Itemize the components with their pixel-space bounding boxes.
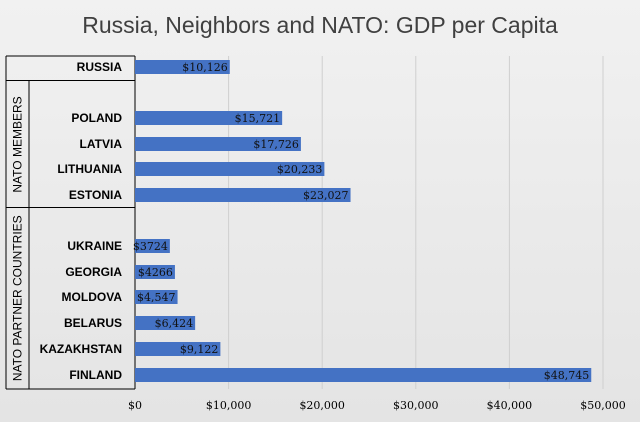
bar [135,162,325,176]
data-label: $48,745 [544,369,590,382]
bars [135,60,592,382]
data-label: $17,726 [253,138,299,151]
category-label: GEORGIA [65,265,122,279]
group-label: NATO MEMBERS [11,96,25,192]
x-tick-label: $10,000 [206,399,252,412]
bar [135,290,178,304]
category-label: ESTONIA [69,188,122,202]
bar [135,188,351,202]
x-tick-label: $30,000 [393,399,439,412]
bar [135,265,175,279]
bar [135,239,170,253]
bar [135,60,230,74]
data-label: $23,027 [303,189,349,202]
category-label: RUSSIA [77,60,123,74]
bar [135,111,283,125]
category-label: POLAND [71,111,122,125]
bar [135,316,196,330]
data-label: $10,126 [182,61,228,74]
category-label: LITHUANIA [57,162,122,176]
category-label: BELARUS [64,316,122,330]
data-label: $4,547 [137,291,176,304]
category-label: UKRAINE [67,239,122,253]
data-label: $3724 [133,240,168,253]
category-frame [5,55,136,390]
data-label: $15,721 [235,112,281,125]
category-label: FINLAND [69,368,122,382]
category-label: LATVIA [80,137,123,151]
x-tick-label: $20,000 [299,399,345,412]
gridlines [228,56,604,389]
data-label: $20,233 [277,163,323,176]
chart-title: Russia, Neighbors and NATO: GDP per Capi… [82,12,558,38]
group-label: NATO PARTNER COUNTRIES [11,215,25,381]
bar [135,342,221,356]
bar [135,368,592,382]
category-label: MOLDOVA [62,290,123,304]
bar [135,137,301,151]
data-label: $4266 [138,266,173,279]
x-tick-label: $0 [128,399,142,412]
labels: $0 $10,000 $20,000 $30,000 $40,000 $50,000 NAT… [11,60,626,412]
x-tick-label: $40,000 [487,399,533,412]
data-label: $9,122 [180,343,219,356]
category-label: KAZAKHSTAN [40,342,122,356]
data-label: $6,424 [155,317,194,330]
x-tick-label: $50,000 [580,399,626,412]
